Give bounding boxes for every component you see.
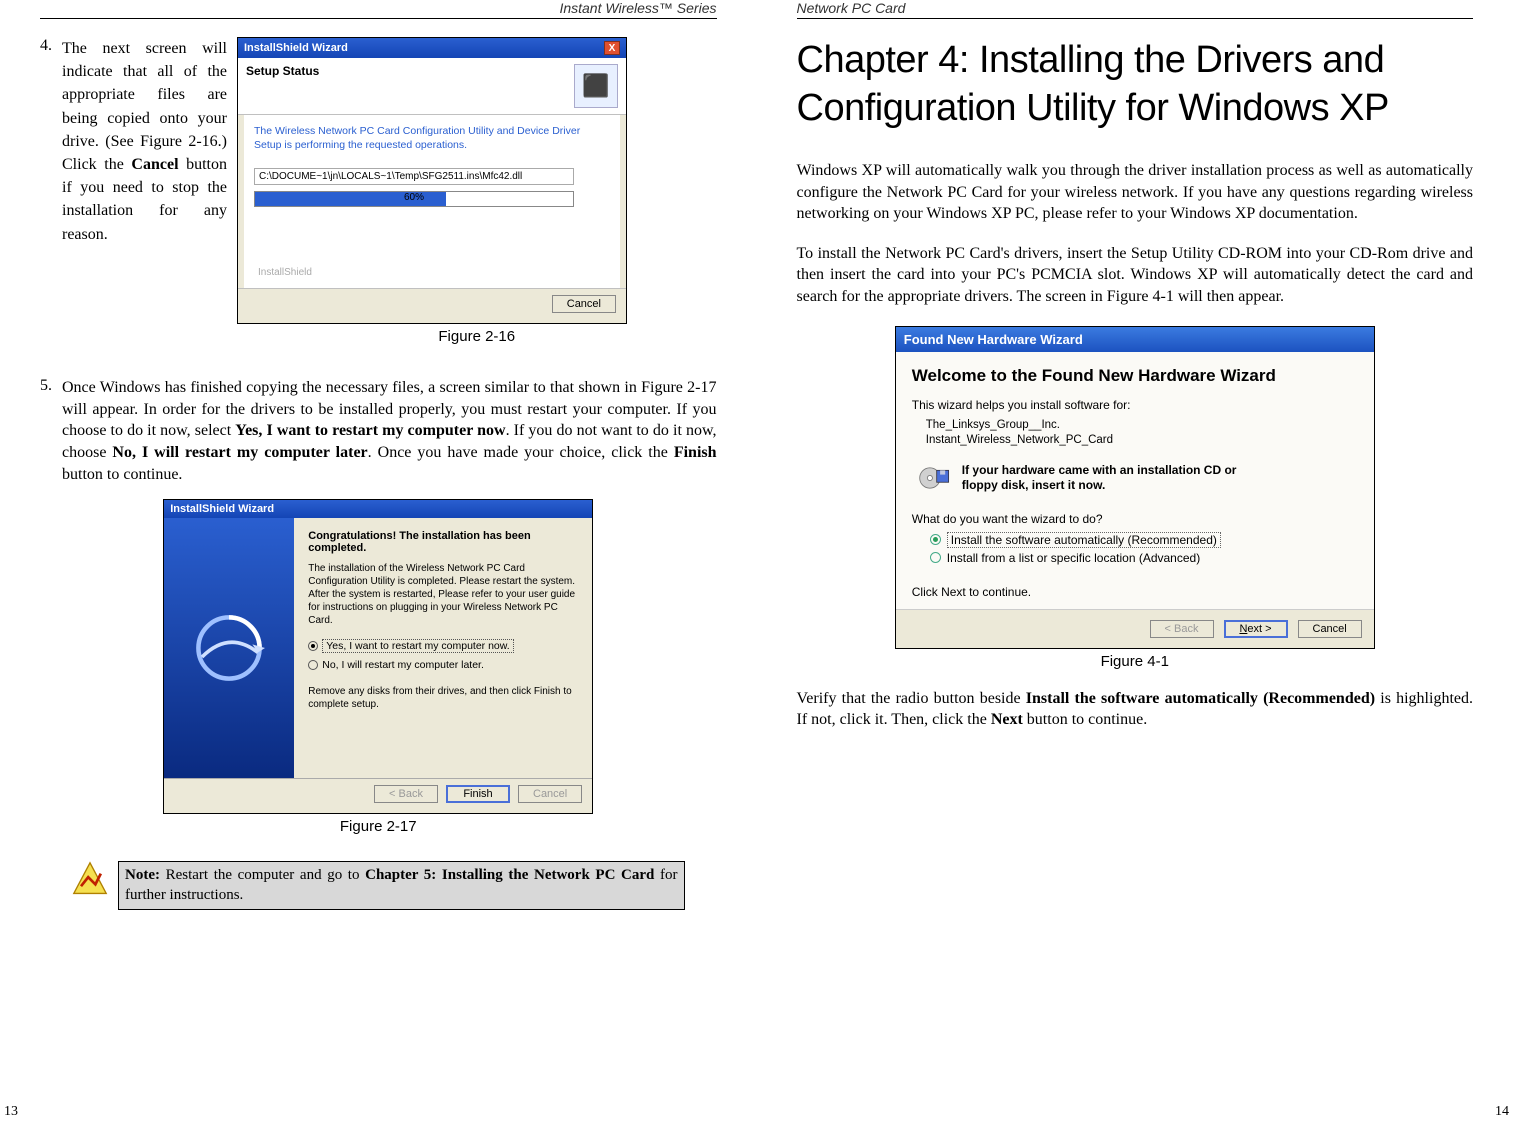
left-page: Instant Wireless™ Series 4. The next scr… — [0, 0, 757, 1124]
restart-desc: The installation of the Wireless Network… — [308, 562, 578, 627]
option-advanced-label: Install from a list or specific location… — [947, 551, 1200, 565]
note-box: Note: Restart the computer and go to Cha… — [118, 861, 685, 910]
paragraph-3: Verify that the radio button beside Inst… — [797, 688, 1474, 731]
finish-button[interactable]: Finish — [446, 785, 510, 803]
radio-no-row[interactable]: No, I will restart my computer later. — [308, 659, 578, 671]
figure-2-16-dialog: InstallShield Wizard X Setup Status ⬛ Th… — [237, 37, 627, 324]
paragraph-1: Windows XP will automatically walk you t… — [797, 160, 1474, 225]
step-5-num: 5. — [40, 377, 62, 485]
dialog-title-217: InstallShield Wizard — [170, 503, 274, 515]
chapter-title: Chapter 4: Installing the Drivers and Co… — [797, 37, 1474, 132]
wizard-question: What do you want the wizard to do? — [912, 512, 1358, 526]
figure-2-17-dialog: InstallShield Wizard Congratulations! Th… — [163, 499, 593, 814]
dialog-217-row: Congratulations! The installation has be… — [164, 518, 592, 778]
cancel-button[interactable]: Cancel — [1298, 620, 1362, 638]
cancel-button[interactable]: Cancel — [552, 295, 616, 313]
radio-icon — [930, 534, 941, 545]
figure-4-1-dialog: Found New Hardware Wizard Welcome to the… — [895, 326, 1375, 649]
congrats-heading: Congratulations! The installation has be… — [308, 530, 578, 554]
radio-yes-row[interactable]: Yes, I want to restart my computer now. — [308, 639, 578, 653]
next-btn-rest: ext > — [1247, 623, 1271, 635]
step-4-num: 4. — [40, 37, 62, 363]
figure-2-16-caption: Figure 2-16 — [237, 328, 717, 345]
progress-label: 60% — [255, 192, 573, 203]
back-button[interactable]: < Back — [374, 785, 438, 803]
step-5-text: Once Windows has finished copying the ne… — [62, 377, 717, 485]
close-icon[interactable]: X — [604, 41, 620, 55]
step-4: 4. The next screen will indicate that al… — [40, 37, 717, 363]
option-advanced-row[interactable]: Install from a list or specific location… — [930, 551, 1358, 565]
figure-2-17-caption: Figure 2-17 — [40, 818, 717, 835]
device-line-1: The_Linksys_Group__Inc. — [926, 418, 1358, 434]
header-right-text: Network PC Card — [797, 0, 906, 16]
installer-logo-icon: ⬛ — [574, 64, 618, 108]
header-row-left: Instant Wireless™ Series — [40, 0, 717, 19]
file-path-text: C:\DOCUME~1\jn\LOCALS~1\Temp\SFG2511.ins… — [254, 168, 574, 185]
wizard-content: Congratulations! The installation has be… — [294, 518, 592, 778]
setup-desc: The Wireless Network PC Card Configurati… — [254, 125, 594, 152]
figure-4-1-caption: Figure 4-1 — [797, 653, 1474, 670]
next-button[interactable]: Next > — [1224, 620, 1288, 638]
radio-yes-label: Yes, I want to restart my computer now. — [322, 639, 513, 653]
radio-icon — [308, 660, 318, 670]
radio-no-label: No, I will restart my computer later. — [322, 659, 484, 671]
note-row: Note: Restart the computer and go to Cha… — [72, 861, 685, 910]
device-line-2: Instant_Wireless_Network_PC_Card — [926, 433, 1358, 449]
dialog-titlebar: InstallShield Wizard X — [238, 38, 626, 58]
step-5: 5. Once Windows has finished copying the… — [40, 377, 717, 485]
option-auto-row[interactable]: Install the software automatically (Reco… — [930, 532, 1358, 548]
cd-hint-text: If your hardware came with an installati… — [962, 463, 1262, 494]
wizard-titlebar: Found New Hardware Wizard — [896, 327, 1374, 352]
back-button[interactable]: < Back — [1150, 620, 1214, 638]
right-page: Network PC Card Chapter 4: Installing th… — [757, 0, 1513, 1124]
step-4-text: The next screen will indicate that all o… — [62, 37, 227, 363]
dialog-body: The Wireless Network PC Card Configurati… — [244, 115, 620, 288]
dialog-button-row: Cancel — [238, 289, 626, 323]
cancel-button[interactable]: Cancel — [518, 785, 582, 803]
page-number-left: 13 — [4, 1104, 18, 1120]
wizard-helps-text: This wizard helps you install software f… — [912, 398, 1358, 412]
note-label: Note: — [125, 867, 160, 883]
progress-bar: 60% — [254, 191, 574, 207]
header-row-right: Network PC Card — [797, 0, 1474, 19]
installshield-label: InstallShield — [258, 267, 610, 278]
remove-disks-text: Remove any disks from their drives, and … — [308, 685, 578, 711]
dialog-titlebar-217: InstallShield Wizard — [164, 500, 592, 518]
cd-hint-row: If your hardware came with an installati… — [918, 463, 1358, 494]
dialog-header-strip: Setup Status ⬛ — [238, 58, 626, 115]
dialog-217-buttons: < Back Finish Cancel — [164, 779, 592, 813]
device-list: The_Linksys_Group__Inc. Instant_Wireless… — [926, 418, 1358, 449]
wizard-sidebar — [164, 518, 294, 778]
globe-arrow-icon — [184, 603, 274, 693]
setup-status-heading: Setup Status — [246, 64, 319, 78]
click-next-text: Click Next to continue. — [912, 585, 1358, 599]
wizard-button-row: < Back Next > Cancel — [896, 609, 1374, 648]
warning-icon — [72, 861, 108, 897]
radio-icon — [930, 552, 941, 563]
paragraph-2: To install the Network PC Card's drivers… — [797, 243, 1474, 308]
wizard-welcome-heading: Welcome to the Found New Hardware Wizard — [912, 366, 1358, 386]
wizard-body: Welcome to the Found New Hardware Wizard… — [896, 352, 1374, 609]
dialog-title: InstallShield Wizard — [244, 42, 348, 54]
option-auto-label: Install the software automatically (Reco… — [947, 532, 1221, 548]
page-number-right: 14 — [1495, 1104, 1509, 1120]
header-left-text: Instant Wireless™ Series — [559, 0, 716, 16]
cd-disk-icon — [918, 463, 952, 493]
radio-icon — [308, 641, 318, 651]
